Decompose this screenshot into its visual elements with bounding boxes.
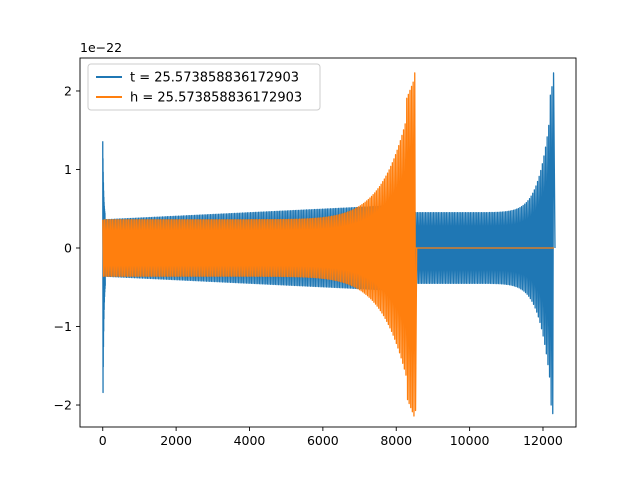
series-line-2 bbox=[102, 72, 554, 417]
legend-box bbox=[87, 63, 321, 111]
x-tick-label: 2000 bbox=[160, 433, 192, 448]
axes: 0 2000 4000 6000 8000 10000 12000 −2 −1 0 1 2 bbox=[54, 57, 577, 448]
legend-label: t = 25.573858836172903 bbox=[130, 71, 299, 86]
axes-frame bbox=[79, 57, 577, 428]
x-tick-label: 12000 bbox=[523, 433, 563, 448]
y-tick-label: −2 bbox=[54, 398, 72, 413]
legend-label: h = 25.573858836172903 bbox=[130, 91, 302, 106]
x-tick-label: 8000 bbox=[380, 433, 412, 448]
y-tick-label: 0 bbox=[64, 240, 72, 255]
legend: t = 25.573858836172903 h = 25.57385883617… bbox=[87, 63, 321, 111]
y-tick-label: 1 bbox=[64, 162, 72, 177]
y-tick-label: 2 bbox=[64, 83, 72, 98]
y-offset-text: 1e−22 bbox=[80, 40, 122, 55]
x-tick-label: 10000 bbox=[450, 433, 490, 448]
plot-area bbox=[102, 72, 556, 417]
y-tick-label: −1 bbox=[54, 319, 72, 334]
x-tick-label: 4000 bbox=[234, 433, 266, 448]
x-tick-label: 0 bbox=[99, 433, 107, 448]
x-tick-label: 6000 bbox=[307, 433, 339, 448]
